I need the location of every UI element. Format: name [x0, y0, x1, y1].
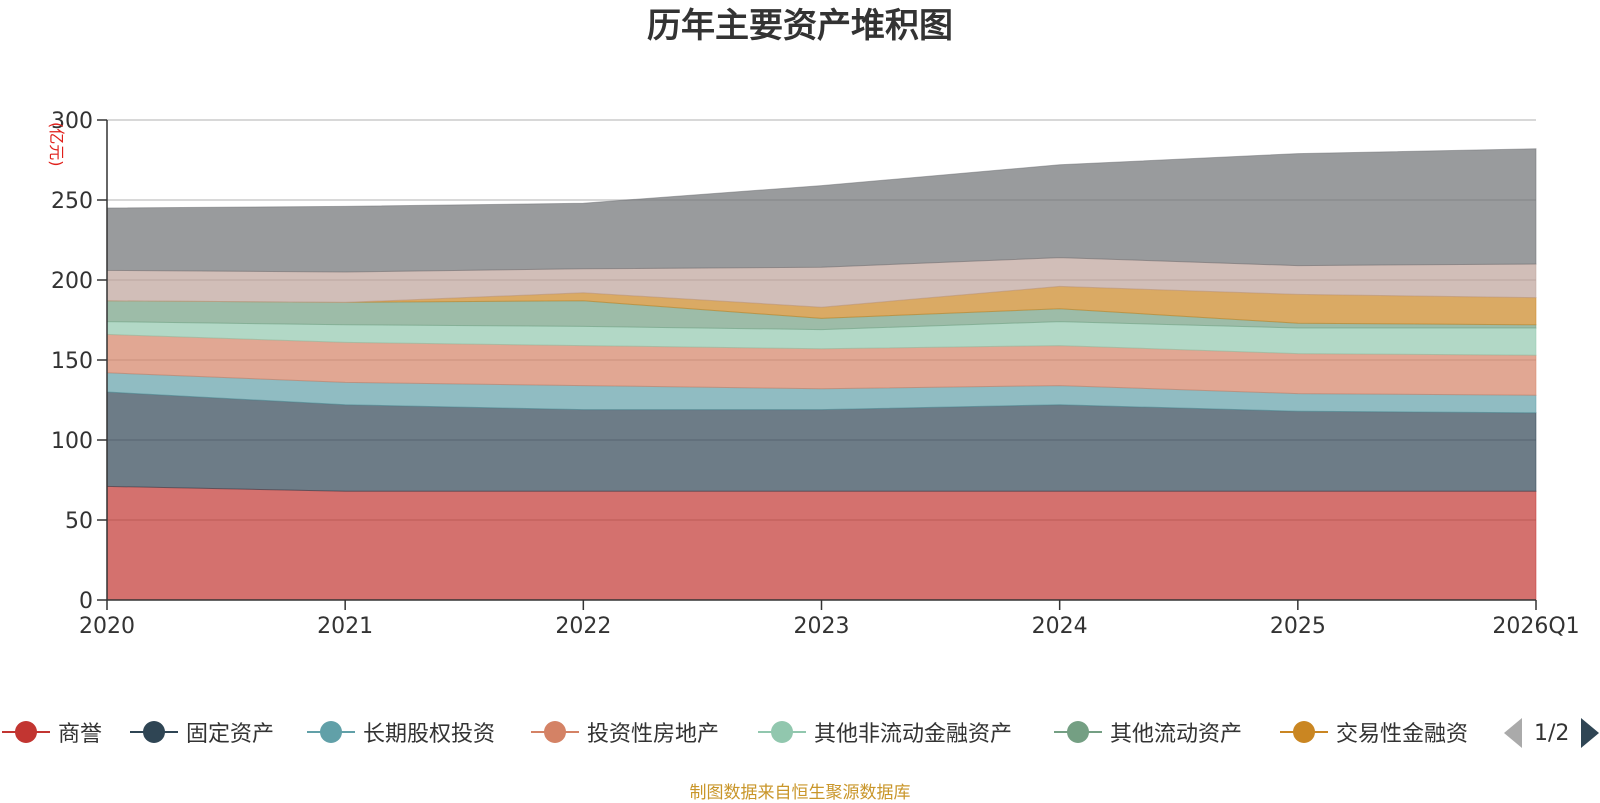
legend-next-page-icon[interactable] [1581, 718, 1600, 748]
legend-label: 长期股权投资 [363, 722, 496, 747]
y-tick-label-50: 50 [65, 509, 93, 534]
legend-item-5[interactable]: 其他流动资产 [1054, 712, 1242, 752]
legend-marker-icon [307, 721, 355, 743]
legend-label: 其他流动资产 [1110, 722, 1243, 747]
legend-item-4[interactable]: 其他非流动金融资产 [758, 712, 1012, 752]
axes: 0 50 100 150 200 250 300 2020 2021 2022 2023 2024 20… [51, 109, 1580, 639]
y-tick-label-0: 0 [79, 589, 93, 614]
legend-marker-icon [1280, 721, 1328, 743]
legend-label: 其他非流动金融资产 [814, 722, 1013, 747]
source-note: 制图数据来自恒生聚源数据库 [689, 783, 911, 803]
legend-label: 交易性金融资 [1336, 722, 1469, 747]
x-tick-label-2026Q1: 2026Q1 [1492, 614, 1579, 639]
area-series-layer [106, 148, 1537, 601]
area-series-8 [106, 148, 1537, 273]
legend-label: 投资性房地产 [587, 722, 720, 747]
legend-item-6[interactable]: 交易性金融资 [1280, 712, 1468, 752]
legend-item-0[interactable]: 商誉 [2, 712, 102, 752]
area-series-0 [106, 485, 1537, 601]
legend-marker-icon [2, 721, 50, 743]
y-tick-label-200: 200 [51, 269, 93, 294]
legend-item-3[interactable]: 投资性房地产 [531, 712, 719, 752]
x-tick-label-2020: 2020 [79, 614, 135, 639]
stacked-area-chart: 0 50 100 150 200 250 300 2020 2021 2022 2023 2024 20… [47, 109, 1580, 639]
x-tick-label-2024: 2024 [1032, 614, 1088, 639]
y-tick-label-300: 300 [51, 109, 93, 134]
y-tick-label-100: 100 [51, 429, 93, 454]
legend-marker-icon [531, 721, 579, 743]
legend-pager: 1/2 [1504, 718, 1600, 748]
legend-item-2[interactable]: 长期股权投资 [307, 712, 495, 752]
x-tick-label-2021: 2021 [317, 614, 373, 639]
y-axis-unit-label: (亿元) [47, 122, 66, 167]
chart-legend: 商誉 固定资产 长期股权投资 投资性房地产 其他非流动金融资产 其他流动资产 交易性金融资 [0, 712, 1600, 752]
y-tick-label-150: 150 [51, 349, 93, 374]
x-tick-label-2022: 2022 [555, 614, 611, 639]
y-tick-label-250: 250 [51, 189, 93, 214]
legend-marker-icon [130, 721, 178, 743]
chart-title: 历年主要资产堆积图 [647, 6, 953, 46]
legend-page-indicator: 1/2 [1534, 720, 1570, 746]
x-tick-label-2025: 2025 [1270, 614, 1326, 639]
legend-label: 固定资产 [186, 722, 275, 747]
legend-marker-icon [758, 721, 806, 743]
legend-prev-page-icon[interactable] [1504, 718, 1522, 748]
x-tick-label-2023: 2023 [794, 614, 850, 639]
legend-label: 商誉 [58, 722, 103, 747]
legend-item-1[interactable]: 固定资产 [130, 712, 274, 752]
legend-marker-icon [1054, 721, 1102, 743]
